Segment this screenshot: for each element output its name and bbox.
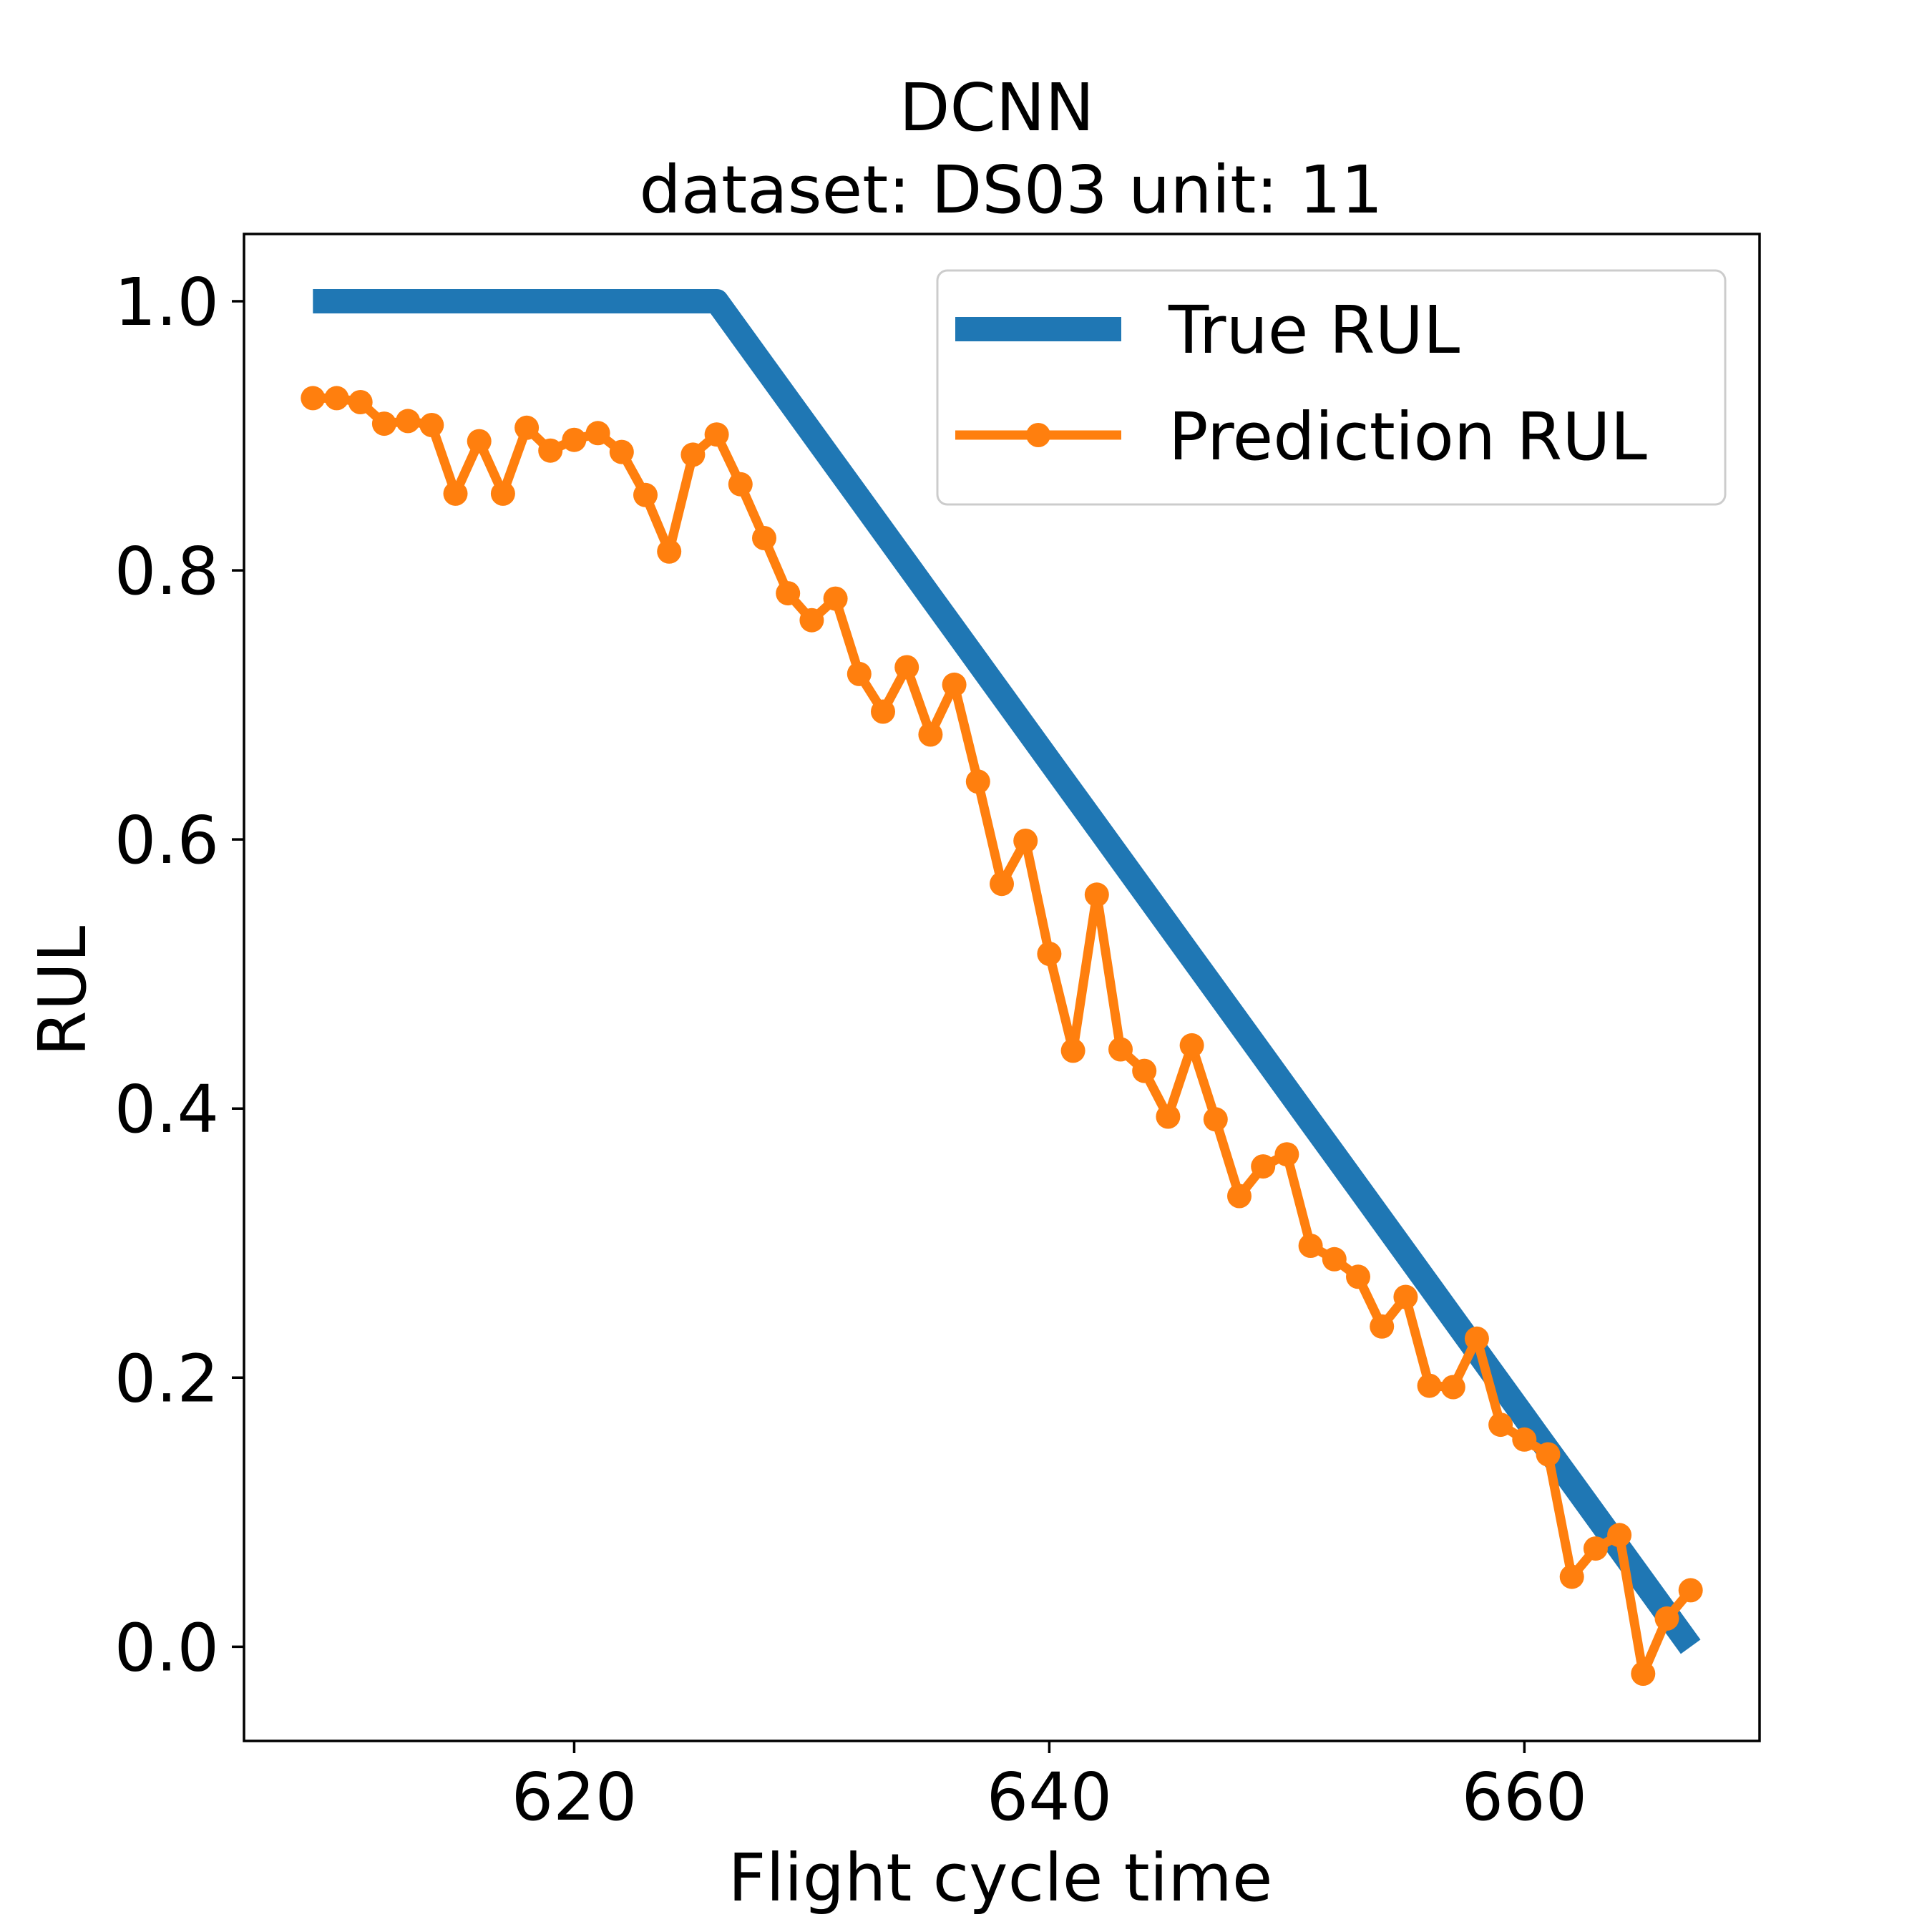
y-axis-ticks: 0.0 0.2 0.4 0.6 0.8 1.0 bbox=[114, 264, 244, 1686]
data-point-prediction-rul bbox=[562, 427, 587, 452]
axes-frame bbox=[243, 233, 1761, 1742]
legend: True RUL Prediction RUL bbox=[936, 269, 1727, 506]
data-point-prediction-rul bbox=[704, 422, 729, 447]
y-tick-label: 0.6 bbox=[114, 802, 219, 879]
data-point-prediction-rul bbox=[990, 872, 1014, 897]
data-point-prediction-rul bbox=[1227, 1184, 1252, 1209]
data-point-prediction-rul bbox=[443, 481, 468, 506]
data-point-prediction-rul bbox=[371, 411, 396, 436]
data-point-prediction-rul bbox=[823, 586, 848, 611]
data-point-prediction-rul bbox=[1417, 1373, 1442, 1398]
data-point-prediction-rul bbox=[918, 722, 943, 747]
data-point-prediction-rul bbox=[728, 472, 753, 497]
y-tick-label: 0.4 bbox=[114, 1071, 219, 1148]
data-point-prediction-rul bbox=[1370, 1314, 1395, 1339]
series-line-true-rul bbox=[313, 289, 1701, 1654]
data-point-prediction-rul bbox=[799, 608, 824, 633]
data-point-prediction-rul bbox=[324, 386, 349, 411]
y-tick-label: 0.8 bbox=[114, 533, 219, 610]
y-tick-label: 0.0 bbox=[114, 1609, 219, 1686]
data-point-prediction-rul bbox=[1559, 1564, 1584, 1589]
data-point-prediction-rul bbox=[1060, 1038, 1085, 1063]
data-point-prediction-rul bbox=[609, 439, 634, 464]
data-point-prediction-rul bbox=[1583, 1536, 1608, 1561]
data-point-prediction-rul bbox=[752, 526, 776, 550]
legend-label-prediction-rul: Prediction RUL bbox=[1169, 399, 1647, 475]
data-point-prediction-rul bbox=[1298, 1234, 1323, 1258]
data-point-prediction-rul bbox=[490, 481, 515, 506]
data-point-prediction-rul bbox=[514, 415, 540, 440]
x-tick-label: 640 bbox=[987, 1759, 1113, 1835]
plot-area bbox=[301, 289, 1703, 1686]
data-point-prediction-rul bbox=[1512, 1427, 1537, 1452]
data-point-prediction-rul bbox=[1156, 1104, 1181, 1129]
data-point-prediction-rul bbox=[1654, 1606, 1679, 1631]
data-point-prediction-rul bbox=[301, 386, 326, 411]
data-point-prediction-rul bbox=[1037, 942, 1062, 966]
data-point-prediction-rul bbox=[871, 699, 895, 724]
data-point-prediction-rul bbox=[1631, 1662, 1656, 1686]
y-axis-label: RUL bbox=[24, 926, 101, 1057]
data-point-prediction-rul bbox=[965, 769, 990, 794]
data-point-prediction-rul bbox=[1013, 829, 1038, 853]
x-axis-ticks: 620 640 660 bbox=[512, 1741, 1588, 1835]
data-point-prediction-rul bbox=[1536, 1442, 1561, 1467]
data-point-prediction-rul bbox=[1678, 1578, 1703, 1603]
x-tick-label: 660 bbox=[1462, 1759, 1588, 1835]
data-point-prediction-rul bbox=[1322, 1246, 1347, 1272]
legend-label-true-rul: True RUL bbox=[1168, 292, 1460, 369]
data-point-prediction-rul bbox=[680, 442, 706, 467]
data-point-prediction-rul bbox=[1203, 1107, 1228, 1132]
data-point-prediction-rul bbox=[467, 429, 492, 454]
data-point-prediction-rul bbox=[1084, 882, 1109, 907]
data-point-prediction-rul bbox=[633, 482, 658, 507]
data-point-prediction-rul bbox=[942, 672, 967, 697]
legend-frame bbox=[936, 269, 1727, 506]
x-tick-label: 620 bbox=[512, 1759, 638, 1835]
data-point-prediction-rul bbox=[776, 581, 801, 606]
series-line-prediction-rul bbox=[308, 393, 1696, 1679]
y-tick-label: 0.2 bbox=[114, 1340, 219, 1417]
chart-subtitle: dataset: DS03 unit: 11 bbox=[639, 152, 1382, 228]
data-point-prediction-rul bbox=[1440, 1375, 1465, 1400]
data-point-prediction-rul bbox=[1251, 1154, 1276, 1179]
data-point-prediction-rul bbox=[1274, 1142, 1299, 1167]
data-point-prediction-rul bbox=[894, 655, 919, 680]
data-point-prediction-rul bbox=[419, 413, 444, 437]
chart-title: DCNN bbox=[899, 69, 1095, 146]
data-point-prediction-rul bbox=[847, 661, 872, 686]
x-axis-label: Flight cycle time bbox=[728, 1840, 1273, 1916]
data-point-prediction-rul bbox=[1393, 1284, 1418, 1309]
data-point-prediction-rul bbox=[585, 421, 610, 446]
y-tick-label: 1.0 bbox=[114, 264, 219, 341]
data-point-prediction-rul bbox=[1346, 1264, 1370, 1289]
data-point-prediction-rul bbox=[1464, 1326, 1489, 1351]
data-point-prediction-rul bbox=[348, 390, 373, 414]
data-point-prediction-rul bbox=[1179, 1033, 1204, 1058]
data-point-prediction-rul bbox=[1108, 1037, 1133, 1062]
data-point-prediction-rul bbox=[1488, 1413, 1513, 1438]
data-point-prediction-rul bbox=[1132, 1058, 1157, 1083]
data-point-prediction-rul bbox=[1607, 1523, 1632, 1548]
data-point-prediction-rul bbox=[396, 409, 421, 434]
legend-marker-prediction-rul bbox=[1026, 423, 1050, 447]
data-point-prediction-rul bbox=[657, 539, 682, 564]
data-point-prediction-rul bbox=[538, 438, 563, 463]
